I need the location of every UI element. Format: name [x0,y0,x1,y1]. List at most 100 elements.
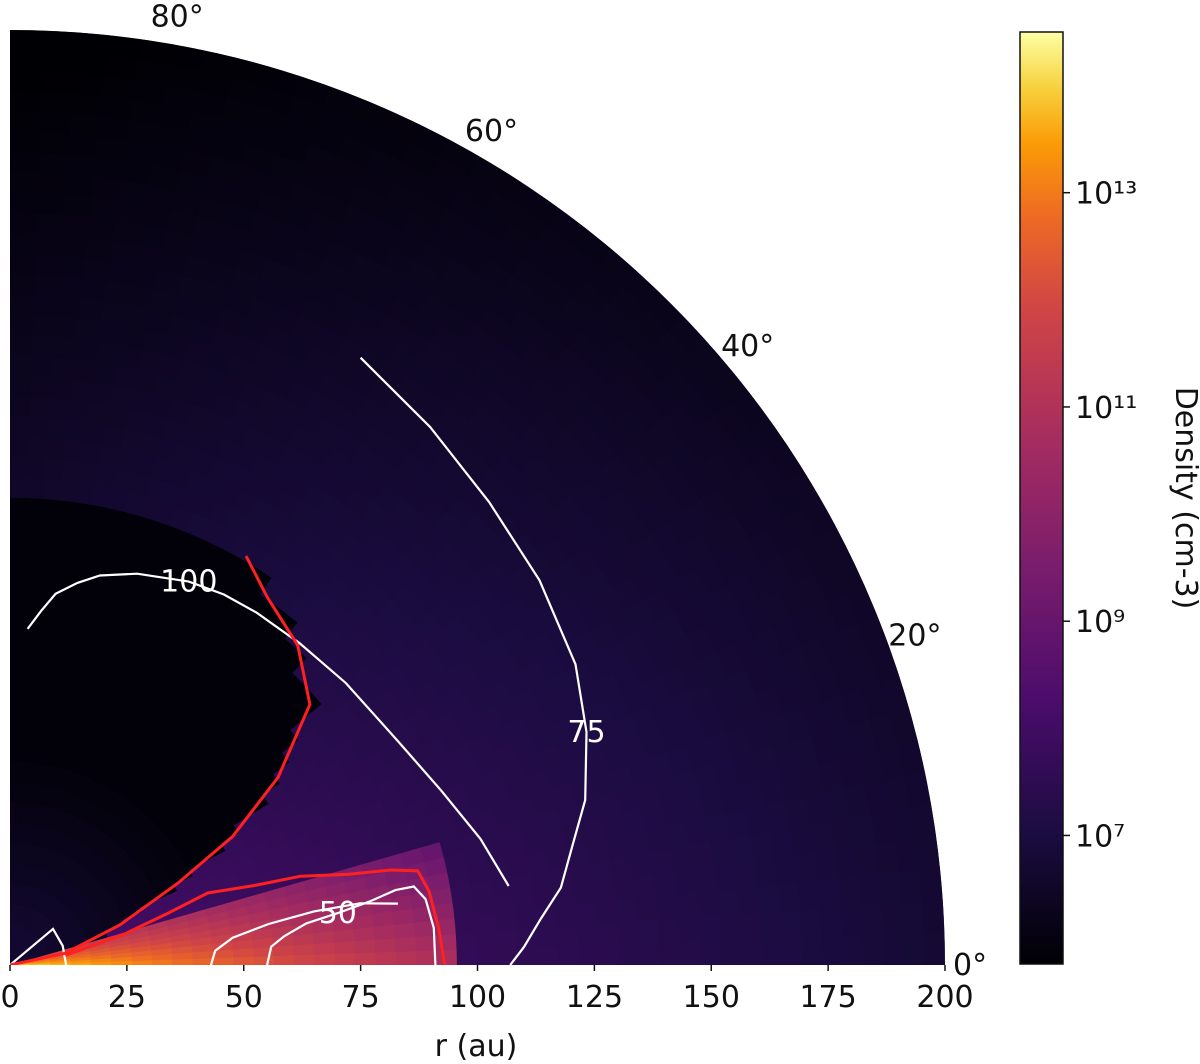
density-cell [650,848,675,875]
colorbar: 10⁷ 10⁹ 10¹¹ 10¹³ Density (cm-3) [1019,31,1200,965]
density-cell [798,879,822,911]
density-cell [393,922,416,939]
density-cell [822,935,844,965]
density-cell [16,761,25,783]
density-cell [10,131,40,153]
density-cell [598,943,621,965]
density-cell [680,940,702,965]
density-cell [10,476,28,499]
density-cell [103,55,138,80]
density-cell [70,72,104,97]
density-cell [516,927,539,948]
density-cell [53,315,79,339]
density-cell [577,923,600,946]
x-tick-label: 175 [799,980,856,1015]
density-cell [73,338,99,362]
density-cell [39,91,72,114]
density-cell [557,924,580,947]
contour-label: 50 [319,896,357,931]
density-cell [454,915,477,935]
density-cell [50,560,67,583]
density-cell [754,857,779,887]
density-cell [294,954,316,965]
density-cell [10,375,31,397]
density-cell [40,70,73,94]
density-cell [81,257,110,281]
density-cell [455,932,478,950]
density-cell [842,934,864,965]
density-cell [901,900,925,935]
density-cell [212,956,234,965]
x-tick-label: 0 [0,980,19,1015]
colorbar-tick-label: 10⁹ [1075,605,1125,640]
density-cell [834,845,860,879]
density-cell [875,840,900,874]
density-cell [26,477,45,499]
x-tick-label: 25 [108,980,146,1015]
density-cell [10,415,30,438]
density-cell [452,899,476,919]
x-tick-label: 150 [683,980,740,1015]
density-cell [314,953,336,965]
density-cell [10,537,26,560]
angle-tick-label: 60° [465,114,518,149]
density-cell [38,131,69,155]
density-cell [17,720,28,743]
density-cell [23,538,41,560]
density-cell [820,906,844,937]
density-cell [512,891,536,913]
density-cell [31,314,56,337]
density-field [10,30,945,965]
density-cell [922,899,945,934]
density-cell [21,599,36,621]
density-cell [10,659,21,681]
density-cell [88,380,113,405]
density-cell [37,152,68,175]
density-cell [10,456,29,478]
density-cell [77,461,99,485]
contour-label: 100 [160,565,217,600]
density-cell [617,920,641,945]
density-cell [497,946,519,965]
density-cell [94,135,127,161]
density-cell [84,236,113,261]
density-cell [354,939,376,954]
density-cell [49,376,72,400]
density-cell [757,883,781,913]
density-cell [79,277,107,302]
density-cell [515,909,538,930]
density-cell [69,92,102,117]
colorbar-tick-label: 10¹³ [1075,177,1137,212]
density-cell [374,937,397,953]
colorbar-label: Density (cm-3) [1168,387,1200,610]
density-cell [883,933,905,965]
density-cell [10,253,36,275]
density-cell [636,896,660,922]
density-cell [690,841,715,870]
density-cell [14,802,22,824]
density-cell [658,917,681,943]
density-cell [66,133,98,157]
x-axis-label: r (au) [435,1029,518,1064]
density-cell [714,862,739,891]
density-cell [15,781,24,804]
density-cell [375,951,397,965]
angle-tick-label: 20° [888,619,941,654]
density-cell [476,930,498,949]
density-cell [253,955,275,965]
density-cell [50,356,75,380]
density-cell [10,314,34,336]
density-cell [780,909,803,939]
density-cell [69,521,88,545]
density-cell [71,358,96,382]
density-cell [578,944,600,965]
density-cell [570,862,595,887]
density-cell [710,837,735,867]
angle-tick-label: 80° [151,0,204,35]
density-cell [98,95,132,120]
angle-tick-label: 0° [953,948,987,983]
density-cell [10,619,23,641]
x-tick-label: 200 [916,980,973,1015]
density-cell [77,297,104,322]
